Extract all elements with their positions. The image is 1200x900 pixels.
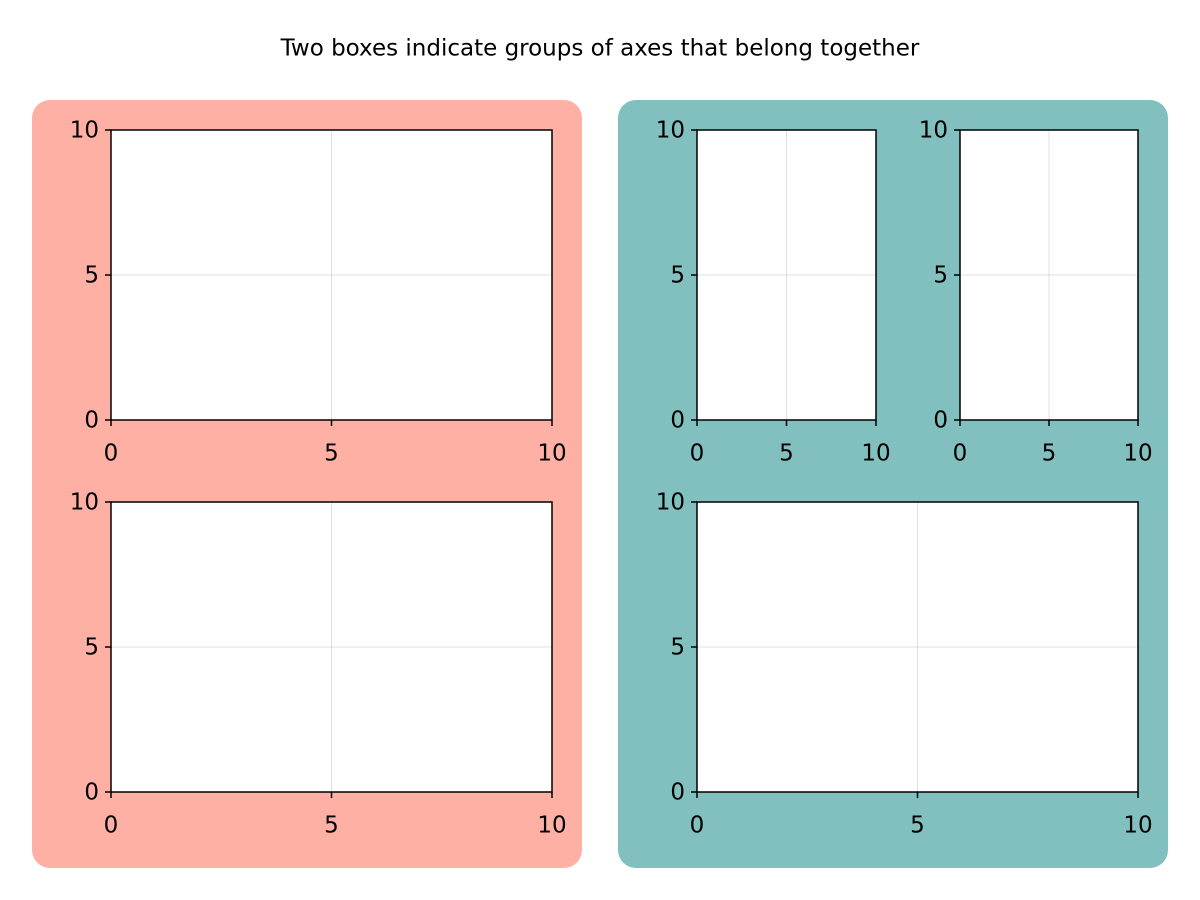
y-tick-label: 5 xyxy=(933,263,948,289)
plot-area xyxy=(697,502,1138,792)
y-tick-label: 5 xyxy=(670,263,685,289)
spine xyxy=(959,129,1139,421)
axis: 0 5 10 0 5 10 xyxy=(70,118,567,467)
y-tick-label: 5 xyxy=(84,635,99,661)
x-tick-label: 10 xyxy=(537,813,566,839)
spine xyxy=(110,501,553,793)
axis: 0 5 10 0 5 10 xyxy=(656,490,1153,839)
x-tick-label: 5 xyxy=(910,813,925,839)
axis: 0 5 10 0 5 10 xyxy=(70,490,567,839)
y-tick-label: 5 xyxy=(84,263,99,289)
axis: 0 5 10 0 5 10 xyxy=(919,118,1153,467)
y-tick-label: 10 xyxy=(70,490,99,516)
x-tick-label: 5 xyxy=(779,441,794,467)
y-tick-label: 10 xyxy=(919,118,948,144)
y-tick-label: 0 xyxy=(670,408,685,434)
plot-area xyxy=(111,502,552,792)
y-tick-label: 0 xyxy=(84,408,99,434)
y-tick-label: 5 xyxy=(670,635,685,661)
x-tick-label: 0 xyxy=(953,441,968,467)
x-tick-label: 5 xyxy=(1042,441,1057,467)
y-tick-label: 10 xyxy=(656,118,685,144)
x-tick-label: 10 xyxy=(861,441,890,467)
y-tick-label: 0 xyxy=(670,780,685,806)
x-tick-label: 0 xyxy=(104,813,119,839)
x-tick-label: 10 xyxy=(537,441,566,467)
x-tick-label: 0 xyxy=(690,441,705,467)
x-tick-label: 5 xyxy=(324,813,339,839)
y-tick-label: 10 xyxy=(656,490,685,516)
spine xyxy=(110,129,553,421)
plot-area xyxy=(960,130,1138,420)
figure-title: Two boxes indicate groups of axes that b… xyxy=(280,36,920,62)
x-tick-label: 10 xyxy=(1123,813,1152,839)
spine xyxy=(696,129,877,421)
x-tick-label: 10 xyxy=(1123,441,1152,467)
y-tick-label: 0 xyxy=(933,408,948,434)
spine xyxy=(696,501,1139,793)
plot-area xyxy=(697,130,876,420)
plot-area xyxy=(111,130,552,420)
y-tick-label: 10 xyxy=(70,118,99,144)
y-tick-label: 0 xyxy=(84,780,99,806)
x-tick-label: 0 xyxy=(690,813,705,839)
x-tick-label: 5 xyxy=(324,441,339,467)
x-tick-label: 0 xyxy=(104,441,119,467)
axis: 0 5 10 0 5 10 xyxy=(656,118,891,467)
